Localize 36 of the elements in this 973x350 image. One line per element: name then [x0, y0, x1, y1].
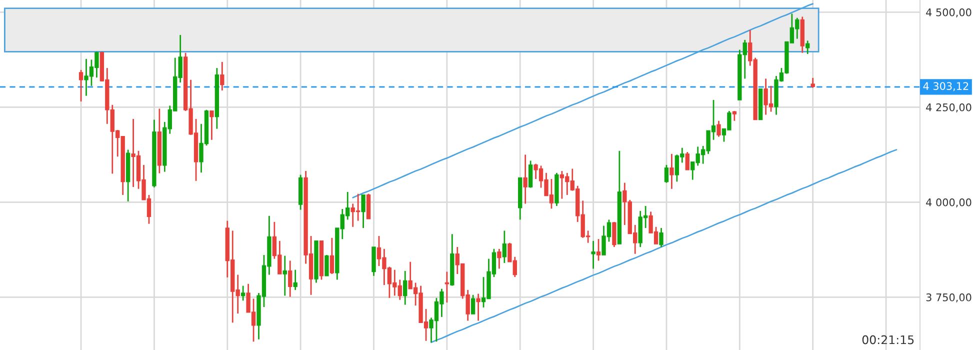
- candlestick: [716, 120, 721, 138]
- candlestick: [810, 77, 815, 88]
- candlestick: [596, 238, 601, 262]
- candlestick: [210, 110, 214, 141]
- y-tick-label: 4 250,00: [926, 103, 972, 112]
- candlestick: [476, 293, 480, 322]
- candlestick: [806, 40, 810, 55]
- annotation: 00:21:15: [862, 335, 914, 344]
- candlestick: [403, 270, 408, 306]
- candlestick: [664, 164, 669, 184]
- y-tick-label: 4 000,00: [926, 198, 972, 208]
- candlestick: [732, 110, 737, 122]
- candlestick: [444, 271, 450, 304]
- candlestick: [288, 260, 292, 298]
- candlestick: [502, 230, 507, 264]
- y-tick-label: 4 500,00: [926, 8, 972, 18]
- candlestick: [220, 61, 224, 92]
- candlestick: [330, 237, 334, 275]
- candlestick: [670, 153, 674, 190]
- candlestick: [78, 69, 84, 102]
- y-tick-label: 3 750,00: [926, 293, 972, 302]
- candlestick: [240, 285, 246, 302]
- candlestick: [528, 160, 533, 188]
- candlestick: [497, 248, 502, 270]
- candlestick: [293, 269, 298, 291]
- candlestick: [659, 227, 664, 248]
- candlestick: [685, 151, 690, 171]
- candlestick: [282, 255, 287, 296]
- candlestick: [523, 154, 528, 204]
- ref-line-label: 4 303,12: [923, 82, 968, 92]
- candlestick: [612, 221, 616, 248]
- candlestick: [324, 254, 329, 277]
- candlestick: [361, 194, 366, 229]
- candlestick: [470, 294, 476, 315]
- candlestick: [366, 193, 371, 220]
- candlestick: [591, 240, 596, 270]
